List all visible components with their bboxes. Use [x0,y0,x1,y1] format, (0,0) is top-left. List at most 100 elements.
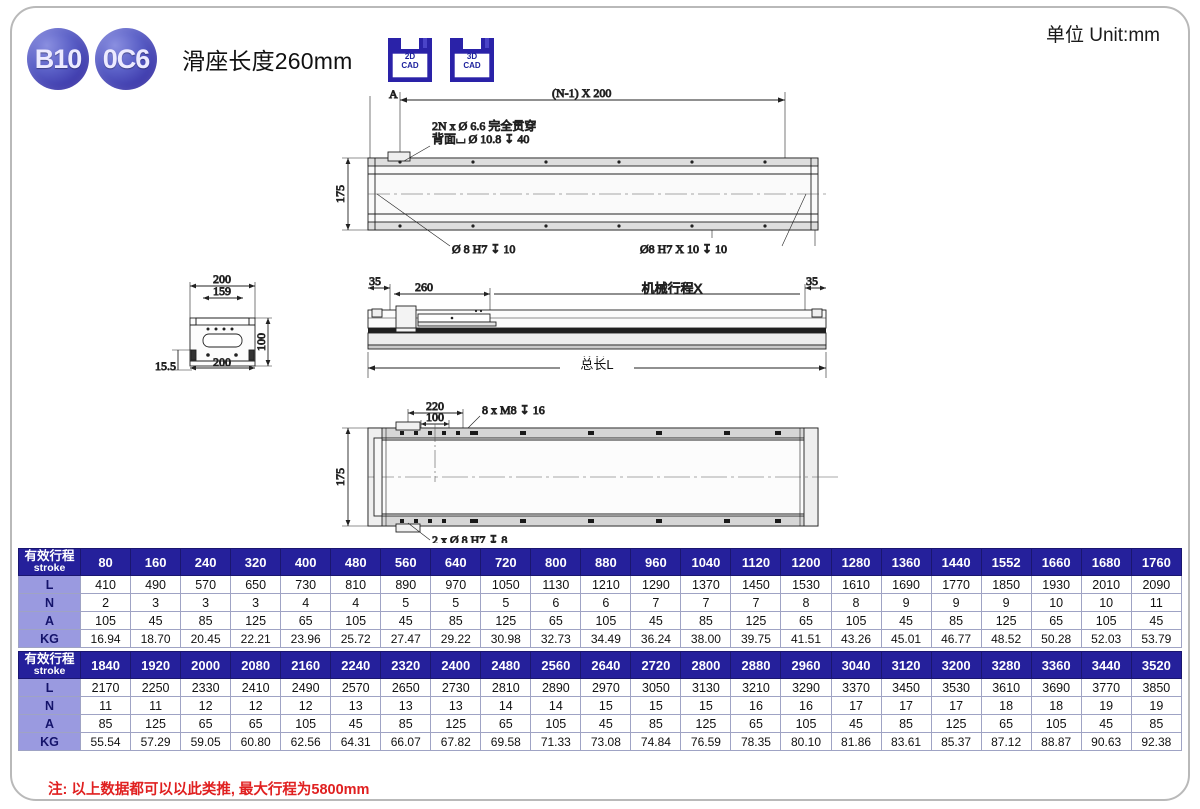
table-cell: 1690 [880,575,932,594]
table-header-cell: 2400 [430,651,482,679]
table-cell: 36.24 [630,629,682,648]
table-cell: 19 [1080,696,1132,715]
table-cell: 4 [280,593,332,612]
table-cell: 1130 [530,575,582,594]
table-cell: 7 [630,593,682,612]
table-cell: 3 [180,593,232,612]
table-cell: 1290 [630,575,682,594]
table-cell: 410 [80,575,132,594]
table-row-label: L [17,575,82,594]
table-cell: 14 [530,696,582,715]
table-header-cell: 80 [80,548,132,576]
download-2d-cad-button[interactable]: 2D CAD [385,36,435,84]
table-cell: 2650 [380,678,432,697]
model-badge-secondary: 0C6 [95,28,157,90]
cad-3d-label-line2: CAD [463,61,481,70]
table-cell: 6 [530,593,582,612]
table-cell: 73.08 [580,732,632,751]
note-pin: 2 x Ø 8 H7 ↧ 8 [432,533,507,543]
table-cell: 3290 [780,678,832,697]
table-header-cell: 560 [380,548,432,576]
table-header-cell: 2640 [580,651,632,679]
table-header-cell: 2800 [680,651,732,679]
table-cell: 17 [830,696,882,715]
dim-section-width-bottom: 200 [213,355,231,369]
table-cell: 76.59 [680,732,732,751]
table-cell: 65 [730,714,782,733]
page-title: 滑座长度260mm [182,48,353,74]
table-header-cell: 400 [280,548,332,576]
page-header: B10 0C6 滑座长度260mm 2D CAD 3D CAD [0,0,1200,100]
table-cell: 45 [380,611,432,630]
table-cell: 29.22 [430,629,482,648]
table-cell: 39.75 [730,629,782,648]
table-cell: 45 [1130,611,1183,630]
table-cell: 45 [830,714,882,733]
table-cell: 71.33 [530,732,582,751]
table-cell: 81.86 [830,732,882,751]
table-cell: 105 [280,714,332,733]
table-cell: 38.00 [680,629,732,648]
table-cell: 22.21 [230,629,282,648]
table-cell: 4 [330,593,382,612]
table-header-cell: 1840 [80,651,132,679]
table-cell: 11 [80,696,132,715]
table-cell: 3130 [680,678,732,697]
table-header-cell: 2960 [780,651,832,679]
table-cell: 17 [930,696,982,715]
table-row-label: N [17,696,82,715]
label-total-length-text: 总长L [580,357,613,372]
table-cell: 30.98 [480,629,532,648]
table-header-cell: 3440 [1080,651,1132,679]
table-cell: 2410 [230,678,282,697]
drawing-canvas: A (N-1) X 200 50 200 50 [155,86,840,543]
specification-table: 有效行程 stroke 80 160 240 320 400 480 560 640 720 800 8… [17,548,1183,751]
table-cell: 85 [880,714,932,733]
table-header-cell: 1660 [1030,548,1082,576]
label-mechanical-stroke: 机械行程X [642,281,703,296]
table-header-cell: 2880 [730,651,782,679]
dim-carriage-length: 260 [415,280,433,294]
table-cell: 12 [230,696,282,715]
table-cell: 65 [480,714,532,733]
table-cell: 85.37 [930,732,982,751]
table-cell: 60.80 [230,732,282,751]
table-header-cell: 3520 [1130,651,1183,679]
dim-section-height: 100 [254,333,268,351]
table-cell: 12 [180,696,232,715]
cad-3d-label-line1: 3D [466,52,478,61]
download-3d-cad-button[interactable]: 3D CAD [447,36,497,84]
table-cell: 15 [680,696,732,715]
table-cell: 125 [730,611,782,630]
table-cell: 105 [780,714,832,733]
table-cell: 45 [1080,714,1132,733]
table-cell: 1210 [580,575,632,594]
table-header-cell: 1360 [880,548,932,576]
table-cell: 85 [930,611,982,630]
table-cell: 8 [830,593,882,612]
table-cell: 105 [830,611,882,630]
table-row: KG 16.94 18.70 20.45 22.21 23.96 25.72 27.47 29.… [17,629,1183,648]
table-row-label: N [17,593,82,612]
dim-end-left: 35 [369,274,381,288]
table-cell: 2250 [130,678,182,697]
table-cell: 1770 [930,575,982,594]
table-header-cell: 1920 [130,651,182,679]
table-cell: 65 [280,611,332,630]
table-cell: 46.77 [930,629,982,648]
table-cell: 2810 [480,678,532,697]
table-cell: 27.47 [380,629,432,648]
dim-height-top: 175 [333,185,347,203]
table-cell: 25.72 [330,629,382,648]
table-cell: 64.31 [330,732,382,751]
table-cell: 125 [980,611,1032,630]
table-header-cell: 3120 [880,651,932,679]
table-cell: 18.70 [130,629,182,648]
table-cell: 7 [680,593,732,612]
table-cell: 9 [980,593,1032,612]
table-cell: 87.12 [980,732,1032,751]
table-cell: 45 [330,714,382,733]
table-header-cell: 800 [530,548,582,576]
table-cell: 43.26 [830,629,882,648]
table-cell: 105 [80,611,132,630]
